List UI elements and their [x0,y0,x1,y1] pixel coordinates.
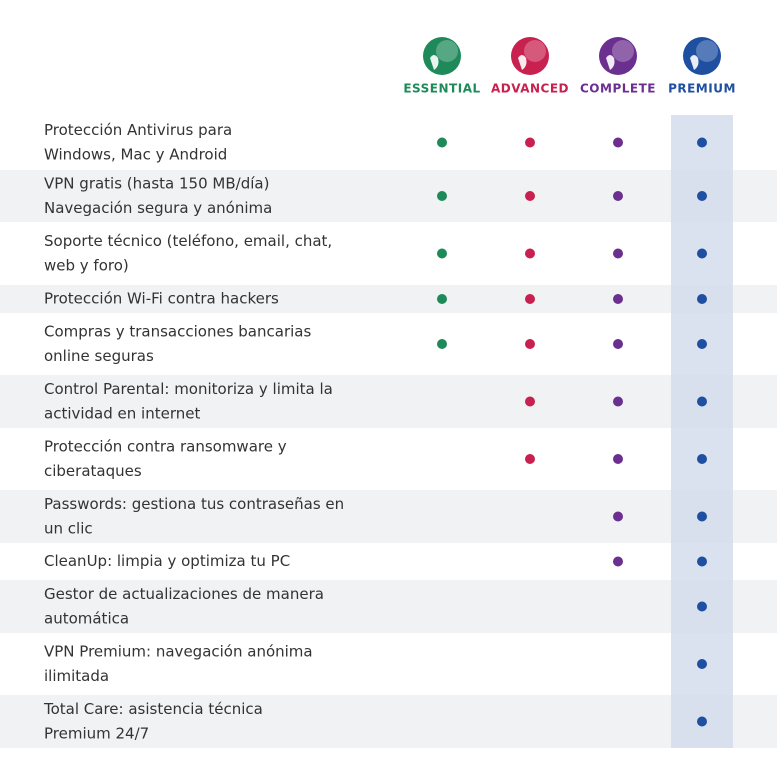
included-dot [437,248,447,259]
feature-text: online seguras [44,347,154,365]
included-dot [525,191,535,201]
plan-name: ESSENTIAL [403,82,480,96]
feature-text: Protección contra ransomware y [44,437,287,455]
included-dot [697,511,707,522]
included-dot [697,659,707,669]
plan-name: PREMIUM [668,82,736,96]
included-dot [613,511,623,522]
included-dot [437,137,447,148]
included-dot [613,454,623,464]
included-dot [525,396,535,407]
included-dot [525,454,535,464]
included-dot [525,294,535,304]
included-dot [613,137,623,148]
included-dot [697,396,707,407]
included-dot [613,191,623,201]
included-dot [525,137,535,148]
feature-text: ilimitada [44,667,109,685]
included-dot [437,191,447,201]
row-background [0,375,777,428]
row-background [0,490,777,543]
feature-text: web y foro) [44,256,129,274]
included-dot [697,191,707,201]
included-dot [525,248,535,259]
included-dot [613,294,623,304]
row-background [0,285,777,313]
feature-text: CleanUp: limpia y optimiza tu PC [44,552,290,570]
feature-text: VPN Premium: navegación anónima [44,642,313,660]
feature-text: actividad en internet [44,404,200,422]
plan-logo [423,37,461,75]
included-dot [697,294,707,304]
feature-text: Control Parental: monitoriza y limita la [44,380,333,398]
feature-text: Protección Wi-Fi contra hackers [44,290,279,308]
included-dot [697,248,707,259]
logo-mark [430,55,439,70]
included-dot [613,396,623,407]
included-dot [697,556,707,567]
feature-text: ciberataques [44,462,142,480]
included-dot [697,716,707,727]
feature-text: VPN gratis (hasta 150 MB/día) [44,174,269,192]
logo-mark [606,55,615,70]
feature-text: Navegación segura y anónima [44,199,272,217]
logo-highlight [436,40,458,62]
logo-mark [518,55,527,70]
feature-text: Windows, Mac y Android [44,145,227,163]
logo-highlight [696,40,718,62]
feature-text: Premium 24/7 [44,724,149,742]
feature-text: un clic [44,519,93,537]
logo-highlight [524,40,546,62]
row-background [0,695,777,748]
feature-text: automática [44,609,129,627]
plan-logo [599,37,637,75]
included-dot [525,339,535,349]
plan-logo [683,37,721,75]
feature-text: Passwords: gestiona tus contraseñas en [44,495,344,513]
included-dot [613,339,623,349]
feature-text: Protección Antivirus para [44,121,232,139]
included-dot [613,248,623,259]
plan-name: COMPLETE [580,82,656,96]
highlight-column [671,115,733,748]
included-dot [697,454,707,464]
included-dot [697,601,707,612]
feature-text: Total Care: asistencia técnica [43,700,263,718]
feature-text: Gestor de actualizaciones de manera [44,585,324,603]
plan-name: ADVANCED [491,82,569,96]
included-dot [437,339,447,349]
feature-text: Soporte técnico (teléfono, email, chat, [44,232,332,250]
logo-highlight [612,40,634,62]
row-background [0,170,777,222]
logo-mark [690,55,699,70]
feature-text: Compras y transacciones bancarias [44,322,311,340]
included-dot [613,556,623,567]
included-dot [437,294,447,304]
included-dot [697,339,707,349]
row-background [0,580,777,633]
included-dot [697,137,707,148]
plan-logo [511,37,549,75]
